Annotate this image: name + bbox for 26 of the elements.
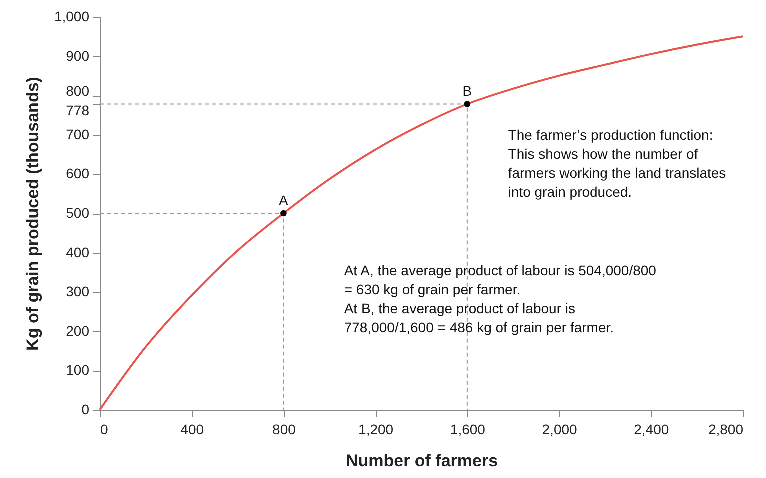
y-tick-label: 100 <box>66 362 90 378</box>
y-tick-label: 1,000 <box>54 8 90 24</box>
x-tick-label: 400 <box>180 422 204 438</box>
y-tick-label: 778 <box>66 102 90 119</box>
y-tick-label: 800 <box>66 83 90 100</box>
annotation: A <box>279 192 290 208</box>
y-tick-label: 600 <box>66 166 90 182</box>
x-tick-label: 1,600 <box>450 422 486 438</box>
x-tick-label: 2,400 <box>634 422 670 438</box>
x-tick-label: 2,800 <box>708 422 744 438</box>
annotation: The farmer’s production function: This shows how the number of farmers working the land translates into grain produced. <box>508 127 726 200</box>
y-tick-label: 700 <box>66 126 90 142</box>
y-tick-label: 200 <box>66 322 90 339</box>
x-tick-label: 2,000 <box>542 422 578 438</box>
y-tick-label: 500 <box>66 205 90 221</box>
x-tick-label: 800 <box>272 422 296 438</box>
y-tick-label: 900 <box>66 48 90 64</box>
y-tick-label: 0 <box>82 402 90 418</box>
x-tick-label: 0 <box>100 422 108 438</box>
annotation: At A, the average product of labour is 504,000/800 = 630 kg of grain per farmer. At B, the average product of labour is 778,000/1,600 = 486 kg of grain per farmer. <box>344 262 657 336</box>
y-tick-label: 300 <box>66 284 90 300</box>
x-tick-label: 1,200 <box>358 422 394 438</box>
y-tick-label: 400 <box>66 244 90 260</box>
x-axis-title: Number of farmers <box>346 452 498 470</box>
annotation: B <box>462 83 472 100</box>
y-axis-title: Kg of grain produced (thousands) <box>23 77 42 351</box>
